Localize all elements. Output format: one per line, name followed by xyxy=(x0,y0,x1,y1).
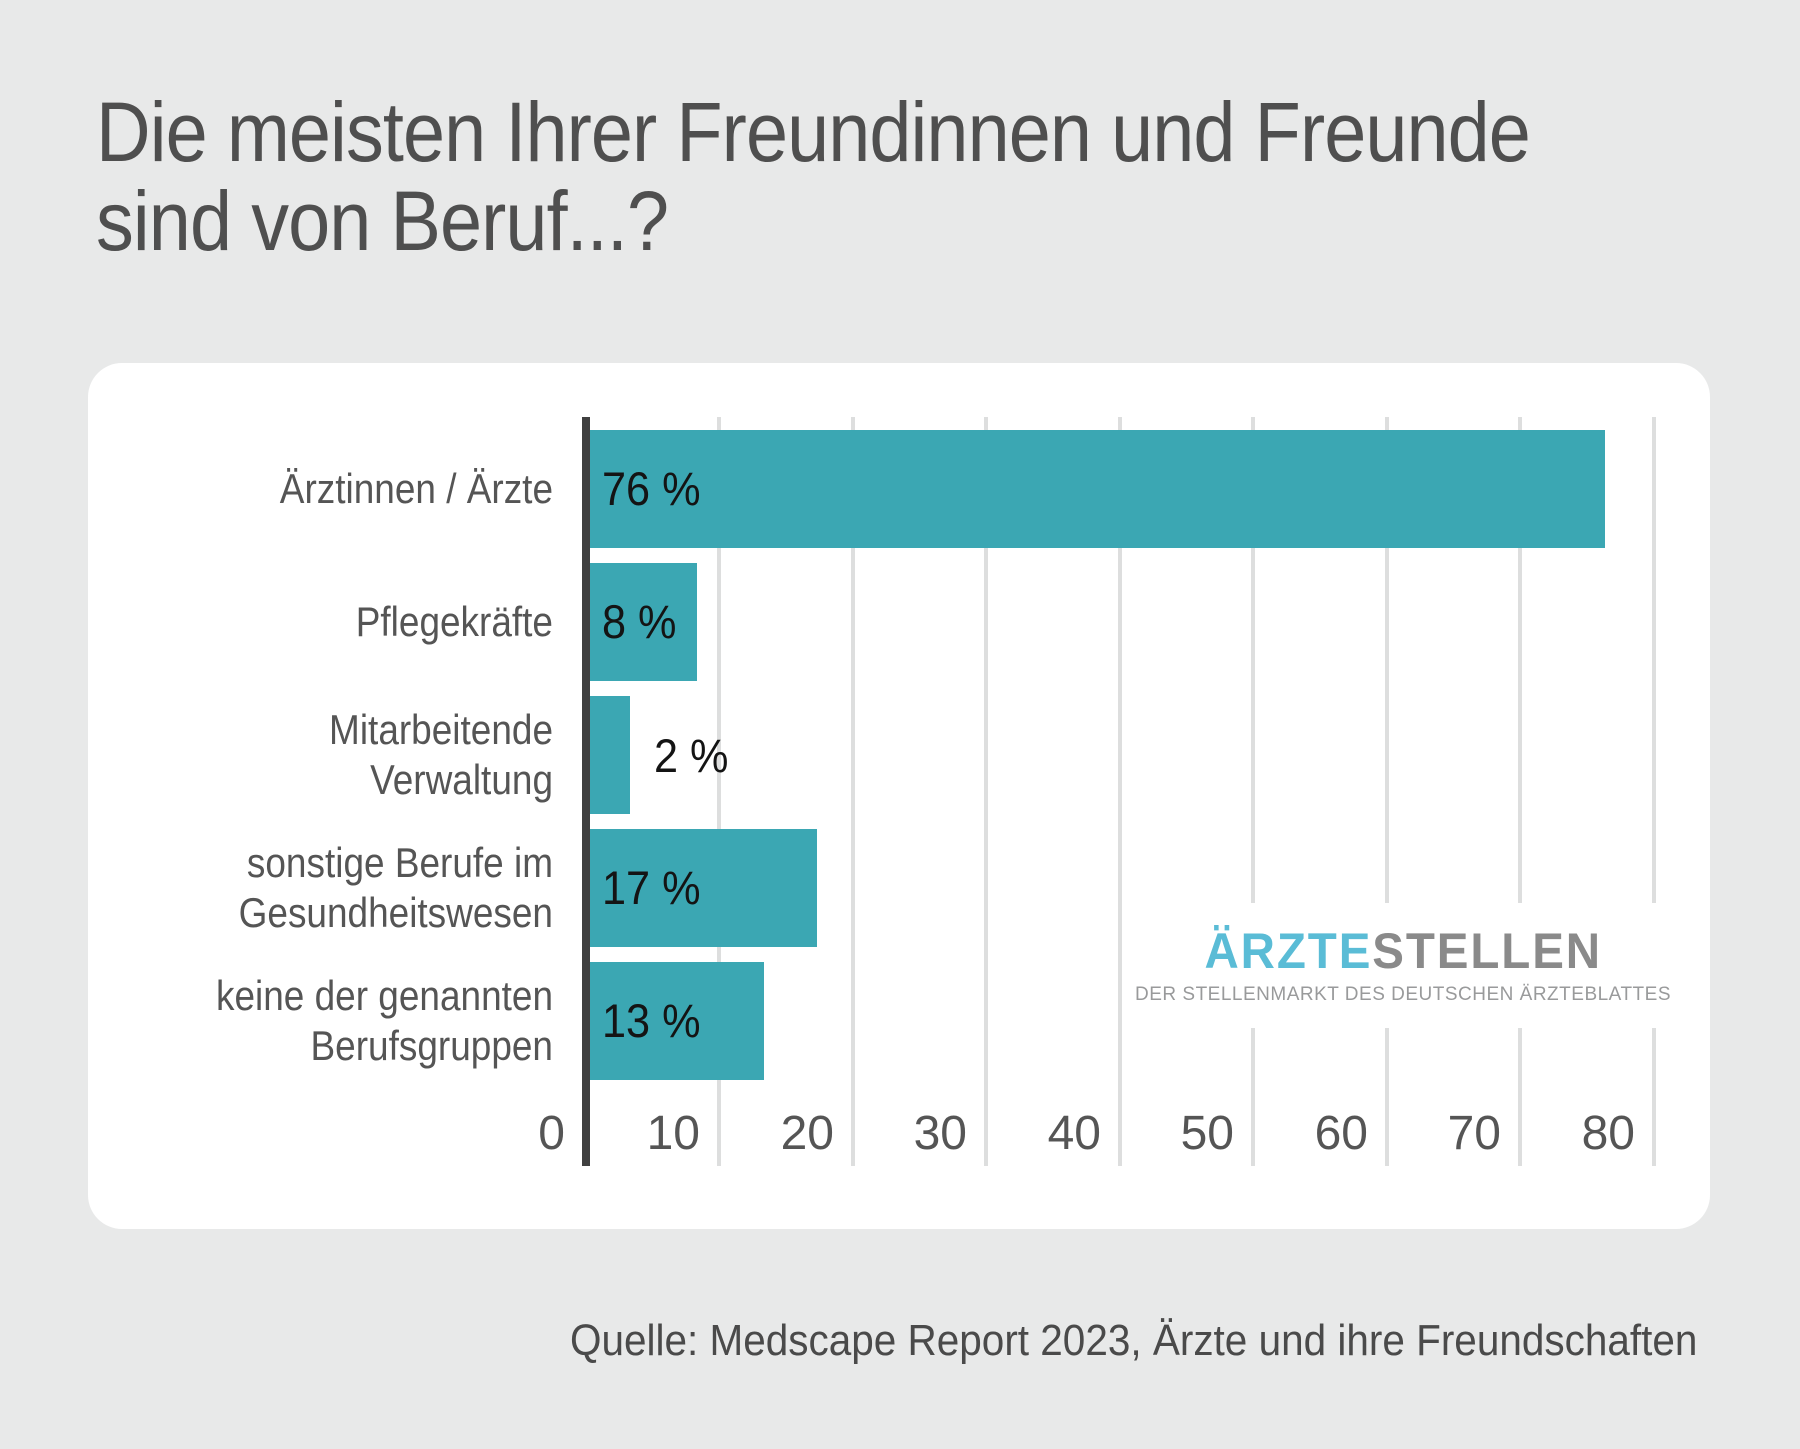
x-tick-20: 20 xyxy=(780,1107,834,1160)
x-tick-0: 0 xyxy=(538,1107,565,1160)
category-label-line: Gesundheitswesen xyxy=(238,889,553,936)
gridline-40 xyxy=(1118,417,1122,1166)
bar-row-aerzte: 76 % xyxy=(590,430,1700,548)
bar-row-sonstige: 17 % xyxy=(590,829,1700,947)
category-label-aerzte: Ärztinnen / Ärzte xyxy=(166,430,553,548)
category-label-line: keine der genannten xyxy=(215,972,553,1019)
bar-row-verwaltung: 2 % xyxy=(590,696,1700,814)
category-label-line: Mitarbeitende Verwaltung xyxy=(329,706,553,803)
logo-wordmark-stellen: STELLEN xyxy=(1372,923,1602,979)
bar-verwaltung xyxy=(590,696,630,814)
category-label-line: Pflegekräfte xyxy=(355,598,553,645)
bar-value-label: 17 % xyxy=(602,861,701,914)
chart-card: Ärztinnen / Ärzte Pflegekräfte Mitarbeit… xyxy=(88,363,1710,1229)
gridline-50 xyxy=(1251,417,1255,1166)
bar-keine xyxy=(590,962,764,1080)
x-tick-30: 30 xyxy=(913,1107,967,1160)
category-label-keine: keine der genannten Berufsgruppen xyxy=(166,962,553,1080)
bar-value-label: 13 % xyxy=(602,994,701,1047)
bar-value-label: 76 % xyxy=(602,462,701,515)
x-tick-40: 40 xyxy=(1047,1107,1101,1160)
page-title-line2: sind von Beruf...? xyxy=(96,174,669,268)
bar-value-label: 2 % xyxy=(654,728,729,782)
bar-row-pflegekraefte: 8 % xyxy=(590,563,1700,681)
x-tick-80: 80 xyxy=(1581,1107,1635,1160)
x-tick-70: 70 xyxy=(1447,1107,1501,1160)
category-label-pflegekraefte: Pflegekräfte xyxy=(166,563,553,681)
logo-wordmark-aerzte: ÄRZTE xyxy=(1204,923,1373,979)
bar-sonstige xyxy=(590,829,817,947)
category-label-sonstige: sonstige Berufe im Gesundheitswesen xyxy=(166,829,553,947)
source-caption: Quelle: Medscape Report 2023, Ärzte und … xyxy=(569,1316,1697,1365)
gridline-60 xyxy=(1385,417,1389,1166)
category-label-verwaltung: Mitarbeitende Verwaltung xyxy=(166,696,553,814)
page-title-line1: Die meisten Ihrer Freundinnen und Freund… xyxy=(96,85,1531,179)
category-label-line: sonstige Berufe im xyxy=(246,839,553,886)
logo-wordmark: ÄRZTESTELLEN xyxy=(1204,925,1602,977)
logo-subtitle: DER STELLENMARKT DES DEUTSCHEN ÄRZTEBLAT… xyxy=(1135,984,1672,1005)
bar-pflegekraefte xyxy=(590,563,697,681)
x-tick-60: 60 xyxy=(1314,1107,1368,1160)
x-tick-10: 10 xyxy=(646,1107,700,1160)
y-axis-line xyxy=(582,417,590,1166)
aerztestellen-logo: ÄRZTESTELLEN DER STELLENMARKT DES DEUTSC… xyxy=(1135,903,1671,1028)
bar-value-label: 8 % xyxy=(602,595,677,648)
category-label-line: Berufsgruppen xyxy=(310,1022,553,1069)
gridline-30 xyxy=(984,417,988,1166)
gridline-10 xyxy=(717,417,721,1166)
gridline-20 xyxy=(851,417,855,1166)
gridline-70 xyxy=(1518,417,1522,1166)
category-label-line: Ärztinnen / Ärzte xyxy=(279,465,553,512)
bar-aerzte xyxy=(590,430,1605,548)
page-title: Die meisten Ihrer Freundinnen und Freund… xyxy=(96,88,1626,266)
bar-row-keine: 13 % xyxy=(590,962,1700,1080)
gridline-80 xyxy=(1652,417,1656,1166)
x-tick-50: 50 xyxy=(1180,1107,1234,1160)
